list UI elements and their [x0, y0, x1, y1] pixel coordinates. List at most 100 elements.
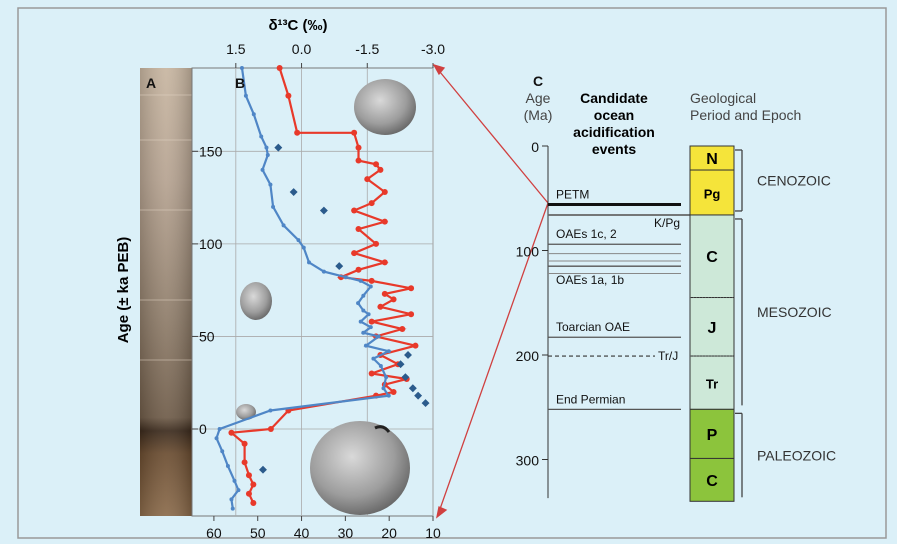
red-series-point: [377, 303, 384, 310]
boundary-label-kpg: K/Pg: [654, 216, 680, 230]
period-header-1: Geological: [690, 90, 756, 106]
bottom-axis-tick-label: 20: [381, 525, 397, 541]
red-series-point: [250, 481, 257, 488]
period-box: [689, 145, 735, 171]
red-series-point: [373, 240, 380, 247]
blue-series-point: [378, 364, 383, 369]
blue-series-point: [214, 436, 219, 441]
red-series-point: [390, 388, 397, 395]
red-series-point: [351, 207, 358, 214]
red-series-point: [408, 285, 415, 292]
blue-series-point: [264, 145, 269, 150]
red-series-point: [373, 161, 380, 168]
bottom-axis-tick-label: 40: [294, 525, 310, 541]
blue-series-point: [368, 284, 373, 289]
period-box: [689, 457, 735, 502]
period-box: [689, 355, 735, 410]
top-axis-tick-label: -3.0: [421, 41, 445, 57]
bottom-axis-tick-label: 30: [338, 525, 354, 541]
blue-diamond-point: [408, 384, 417, 393]
blue-diamond-point: [335, 262, 344, 271]
panel-b-label: B: [235, 75, 245, 91]
panel-b-left-axis-title: Age (± ka PEB): [115, 237, 132, 344]
blue-diamond-point: [401, 373, 410, 382]
left-axis-tick-label: 50: [199, 328, 215, 344]
blue-series-point: [230, 506, 235, 511]
blue-series-point: [386, 393, 391, 398]
blue-series-point: [343, 275, 348, 280]
blue-series-point: [381, 386, 386, 391]
blue-diamond-point: [421, 399, 430, 408]
connector-arrowhead-top: [432, 63, 446, 76]
events-header-2: ocean: [594, 107, 634, 123]
red-series-point: [355, 144, 362, 151]
left-axis-tick-label: 0: [199, 421, 207, 437]
blue-series-point: [296, 238, 301, 243]
events-header-3: acidification: [573, 124, 655, 140]
red-series-point: [381, 259, 388, 266]
red-series-point: [355, 266, 362, 273]
blue-series-point: [361, 308, 366, 313]
red-series-point: [368, 200, 375, 207]
sediment-core-shading: [140, 68, 192, 516]
red-series-point: [368, 277, 375, 284]
foraminifera-image-small: [236, 404, 256, 420]
blue-series-point: [265, 153, 270, 158]
foraminifera-aperture: [374, 425, 391, 433]
blue-series-point: [239, 66, 244, 70]
left-axis-tick-label: 100: [199, 236, 223, 252]
period-header-2: Period and Epoch: [690, 107, 801, 123]
age-header: Age: [526, 90, 551, 106]
red-series-point: [381, 218, 388, 225]
red-series-point: [285, 92, 292, 99]
foraminifera-images: [236, 79, 416, 515]
era-label: MESOZOIC: [757, 304, 832, 320]
blue-series-point: [363, 343, 368, 348]
red-series-point: [399, 326, 406, 333]
blue-diamond-point: [414, 391, 423, 400]
age-axis-tick-label: 100: [516, 244, 540, 260]
figure-frame: [17, 7, 887, 539]
red-series-point: [364, 176, 371, 183]
blue-series-point: [229, 497, 234, 502]
period-label: C: [706, 473, 718, 490]
blue-diamond-point: [274, 143, 283, 152]
red-series-point: [245, 472, 252, 479]
blue-series-point: [368, 325, 373, 330]
blue-series-point: [268, 408, 273, 413]
events-header-1: Candidate: [580, 90, 648, 106]
period-label: P: [707, 427, 718, 444]
bottom-axis-tick-label: 10: [425, 525, 441, 541]
foraminifera-image-middle: [240, 282, 272, 320]
blue-diamond-point: [404, 350, 412, 359]
blue-series-point: [225, 464, 230, 469]
age-unit: (Ma): [524, 107, 553, 123]
red-series-point: [355, 157, 362, 164]
red-series-point: [245, 490, 252, 497]
blue-series-point: [243, 93, 248, 98]
red-series-point: [351, 250, 358, 257]
blue-series-point: [217, 426, 222, 431]
red-series-point: [377, 166, 384, 173]
panel-c-label: C: [533, 73, 543, 89]
blue-series-point: [366, 312, 371, 317]
blue-series-point: [251, 112, 256, 117]
blue-series-point: [236, 488, 241, 493]
event-label: OAEs 1c, 2: [556, 227, 617, 241]
red-series-point: [267, 425, 274, 432]
blue-series-point: [386, 349, 391, 354]
age-axis-tick-label: 300: [516, 453, 540, 469]
event-label: OAEs 1a, 1b: [556, 273, 624, 287]
event-label: Toarcian OAE: [556, 320, 630, 334]
blue-series-point: [371, 356, 376, 361]
blue-diamond-point: [396, 360, 405, 369]
blue-series-point: [281, 223, 286, 228]
connector-arrow-bottom: [439, 202, 549, 510]
blue-diamond-point: [259, 465, 267, 474]
red-series-point: [412, 342, 419, 349]
blue-series-point: [271, 204, 276, 209]
foraminifera-image-top: [354, 79, 416, 135]
blue-diamond-point: [319, 206, 328, 215]
blue-series-point: [306, 260, 311, 265]
